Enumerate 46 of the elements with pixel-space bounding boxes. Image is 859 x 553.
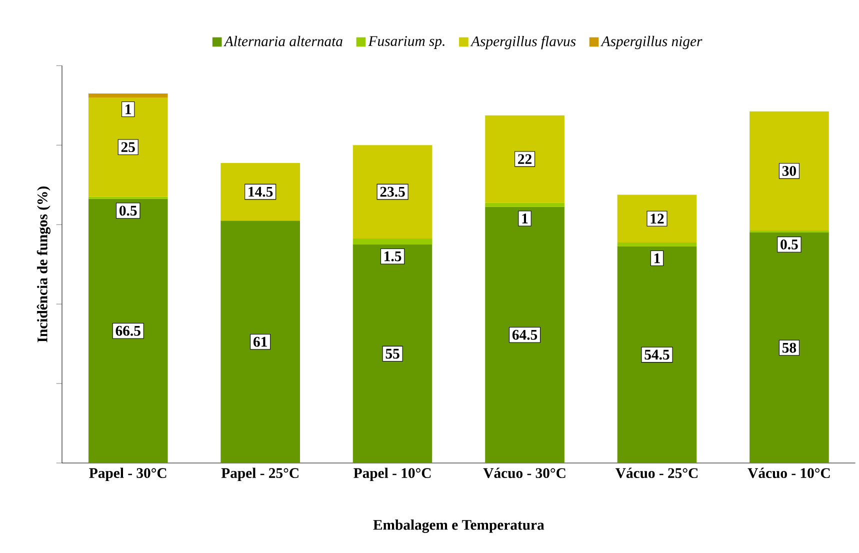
data-label: 23.5	[380, 186, 405, 197]
bar	[485, 206, 564, 463]
bar	[750, 232, 829, 463]
bar	[485, 115, 564, 203]
data-label: 55	[386, 348, 400, 359]
data-label: 58	[782, 342, 796, 353]
data-label: 1	[654, 253, 660, 264]
x-tick-label: Vácuo - 25°C	[616, 468, 698, 478]
bar	[352, 238, 432, 244]
bar	[88, 93, 168, 98]
data-label: 30	[782, 166, 796, 176]
data-label: 0.5	[120, 206, 137, 216]
x-tick-label: Papel - 25°C	[221, 468, 298, 482]
data-label: 14.5	[248, 186, 273, 197]
legend-label: Alternaria alternata	[224, 36, 342, 46]
data-label: 61	[254, 336, 267, 347]
legend-label: Aspergillus flavus	[470, 36, 576, 50]
bar	[88, 97, 168, 197]
data-label: 0.5	[780, 239, 798, 250]
data-label: 66.5	[116, 326, 140, 336]
data-label: 1	[126, 104, 132, 114]
bar	[617, 194, 697, 242]
x-tick-label: Vácuo - 30°C	[483, 468, 566, 478]
data-label: 1.5	[384, 251, 402, 262]
data-label: 54.5	[644, 350, 670, 360]
bar	[220, 163, 300, 221]
data-label: 1	[522, 214, 528, 224]
x-axis-title: Embalagem e Temperatura	[373, 520, 544, 533]
bar	[750, 111, 829, 231]
data-label: 22	[518, 154, 532, 164]
x-tick-label: Papel - 10°C	[354, 468, 431, 482]
bar	[352, 244, 432, 463]
x-tick-label: Vácuo - 10°C	[748, 468, 830, 478]
data-label: 64.5	[512, 330, 538, 340]
data-label: 25	[121, 142, 135, 152]
bar	[617, 242, 697, 246]
bar	[220, 220, 300, 463]
y-axis-title: Incidência de fungos (%)	[36, 186, 50, 342]
legend-label: Fusarium sp.	[368, 36, 444, 49]
bar	[485, 202, 564, 207]
bar	[352, 145, 432, 239]
data-label: 12	[650, 214, 664, 224]
x-tick-label: Papel - 30°C	[89, 468, 166, 482]
legend-label: Aspergillus niger	[600, 36, 702, 50]
bar	[617, 246, 697, 463]
bar	[88, 198, 168, 463]
